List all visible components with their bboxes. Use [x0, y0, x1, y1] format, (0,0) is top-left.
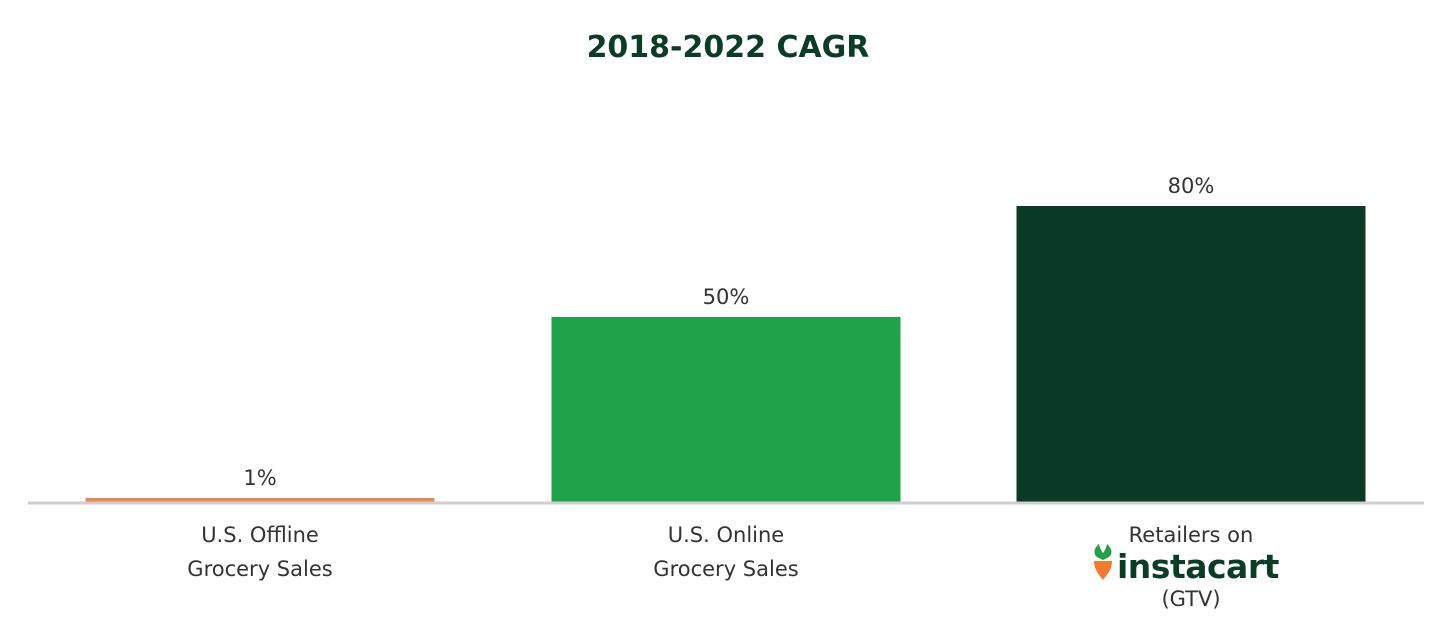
brand-wordmark: instacart	[1117, 547, 1280, 586]
chart-title: 2018-2022 CAGR	[587, 30, 870, 65]
bar	[85, 498, 435, 502]
value-label: 1%	[243, 466, 276, 490]
carrot-icon	[1094, 544, 1112, 580]
value-label: 80%	[1168, 174, 1215, 198]
bars-group: 1% 50% 80%	[85, 174, 1366, 502]
tick-label: U.S. Online	[668, 523, 784, 547]
tick-label: Grocery Sales	[187, 557, 332, 581]
value-label: 50%	[703, 285, 750, 309]
tick-label: Grocery Sales	[653, 557, 798, 581]
carrot-leaf-shape	[1094, 544, 1112, 560]
carrot-body-shape	[1094, 561, 1112, 580]
tick-label: Retailers on	[1129, 523, 1254, 547]
tick-label: U.S. Offline	[201, 523, 319, 547]
bar	[1016, 206, 1366, 502]
instacart-logo: instacart	[1094, 544, 1280, 586]
category-labels-group: U.S. Offline Grocery Sales U.S. Online Groc…	[187, 523, 1280, 611]
bar	[551, 317, 901, 502]
tick-label-suffix: (GTV)	[1161, 587, 1220, 611]
